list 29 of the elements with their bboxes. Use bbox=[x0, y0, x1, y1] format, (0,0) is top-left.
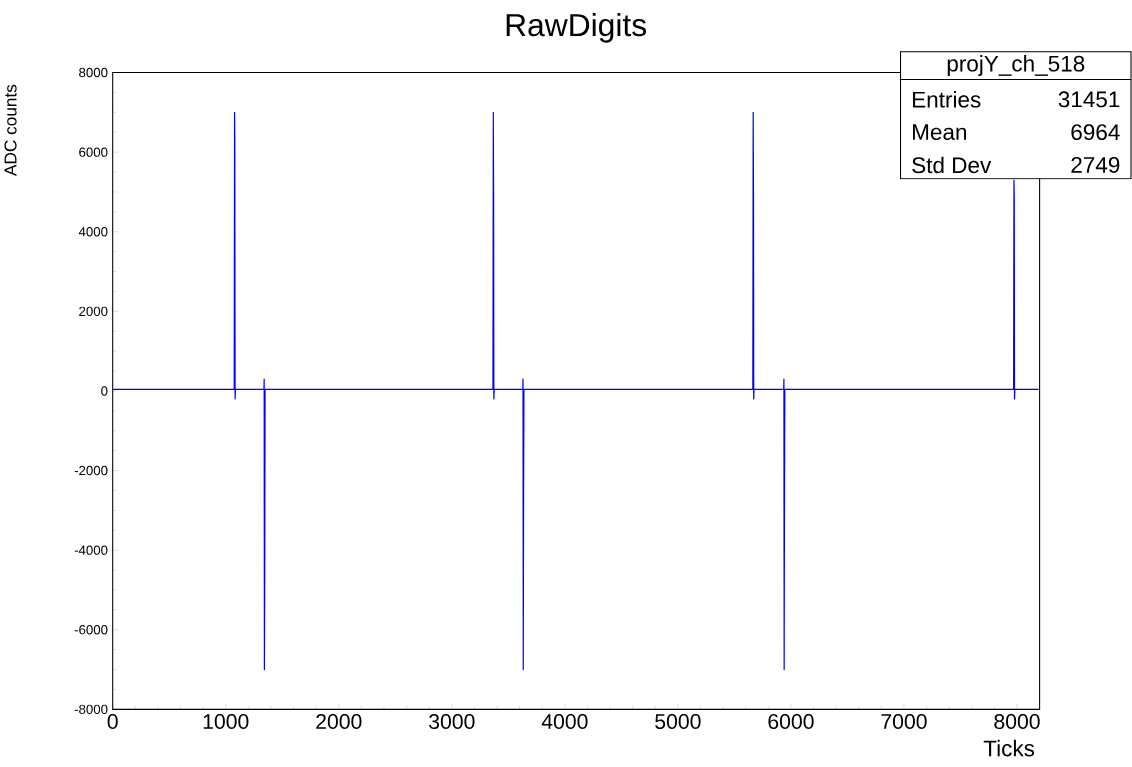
annotation: Mean bbox=[913, 124, 967, 141]
y-tick-label: -8000 bbox=[74, 704, 108, 715]
x-tick-label: 7000 bbox=[881, 714, 927, 730]
y-tick-label: 6000 bbox=[79, 147, 108, 157]
y-axis-title: ADC counts bbox=[4, 84, 17, 177]
x-tick-label: 1000 bbox=[203, 714, 249, 730]
line-series bbox=[112, 111, 1040, 671]
y-tick-label: -6000 bbox=[74, 625, 108, 635]
y-tick-label: -4000 bbox=[74, 545, 108, 555]
x-tick-label: 6000 bbox=[768, 714, 814, 730]
x-tick-label: 2000 bbox=[316, 714, 362, 730]
text: 6964 bbox=[1071, 124, 1120, 141]
x-tick-label: 5000 bbox=[655, 714, 701, 730]
text: 2749 bbox=[1071, 156, 1120, 173]
annotation: Std Dev bbox=[912, 156, 992, 174]
y-tick-label: 8000 bbox=[79, 67, 108, 78]
x-tick-label: 4000 bbox=[541, 714, 588, 730]
y-tick-label: -2000 bbox=[74, 465, 108, 476]
annotation: Entries bbox=[913, 91, 981, 108]
x-tick-label: 0 bbox=[107, 714, 118, 730]
x-axis-title: Ticks bbox=[983, 739, 1035, 757]
y-tick-label: 0 bbox=[101, 386, 108, 396]
x-tick-label: 3000 bbox=[429, 714, 475, 730]
y-tick-label: 2000 bbox=[79, 306, 108, 317]
x-tick-label: 8000 bbox=[994, 714, 1040, 730]
chart-title: RawDigits bbox=[506, 13, 647, 43]
annotation: projY_ch_518 bbox=[947, 55, 1085, 77]
y-tick-label: 4000 bbox=[78, 227, 108, 237]
text: 31451 bbox=[1058, 91, 1120, 108]
